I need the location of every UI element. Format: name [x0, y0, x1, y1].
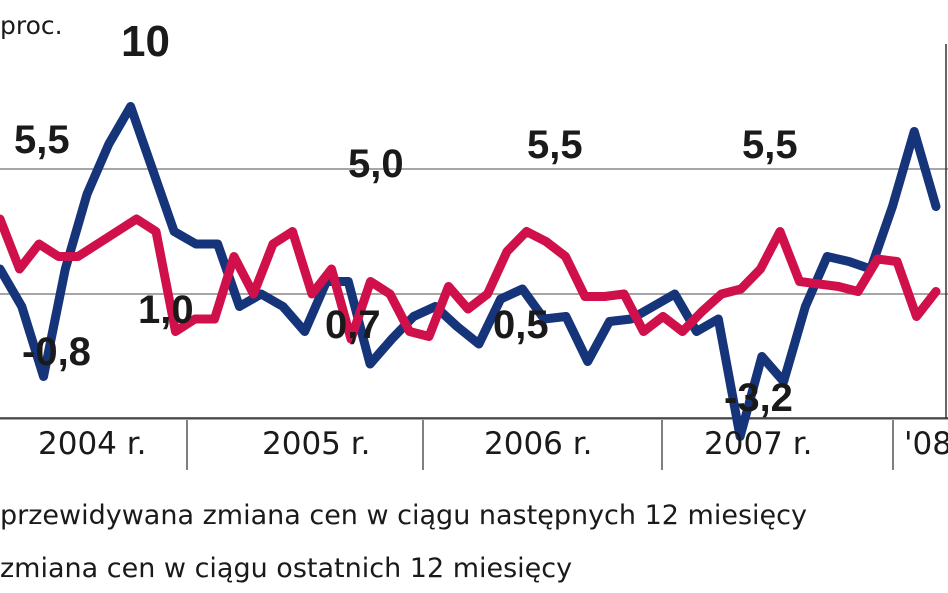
- data-labels: 5,5 10 -0,8 1,0 5,0 0,7 5,5 0,5 5,5 -3,2: [14, 17, 798, 420]
- series-line-past: [0, 102, 941, 441]
- axes: [0, 44, 948, 470]
- unit-label: proc.: [0, 11, 63, 40]
- legend-expected: przewidywana zmiana cen w ciągu następny…: [0, 500, 807, 531]
- data-label-expected-5-5b: 5,5: [527, 123, 583, 167]
- gridlines: [0, 168, 948, 420]
- year-label-2005: 2005 r.: [262, 426, 371, 462]
- data-label-expected-5-5: 5,5: [14, 118, 70, 162]
- data-label-past-10: 10: [121, 17, 170, 66]
- data-label-past-0-5: 0,5: [493, 303, 549, 347]
- data-label-past-0-7: 0,7: [325, 303, 381, 347]
- series-lines: [0, 102, 941, 441]
- year-label-2007: 2007 r.: [704, 426, 813, 462]
- year-label-2008: '08: [904, 426, 948, 462]
- data-label-expected-5-5c: 5,5: [742, 123, 798, 167]
- data-label-past-minus-3-2: -3,2: [724, 376, 793, 420]
- legend-past: zmiana cen w ciągu ostatnich 12 miesięcy: [0, 553, 573, 584]
- data-label-past-5-0: 5,0: [348, 142, 404, 186]
- year-label-2004: 2004 r.: [38, 426, 147, 462]
- data-label-expected-1-0: 1,0: [138, 288, 194, 332]
- data-label-past-minus-0-8: -0,8: [22, 330, 91, 374]
- series-line-expected: [0, 214, 941, 344]
- year-label-2006: 2006 r.: [484, 426, 593, 462]
- year-labels: 2004 r. 2005 r. 2006 r. 2007 r. '08: [38, 426, 948, 462]
